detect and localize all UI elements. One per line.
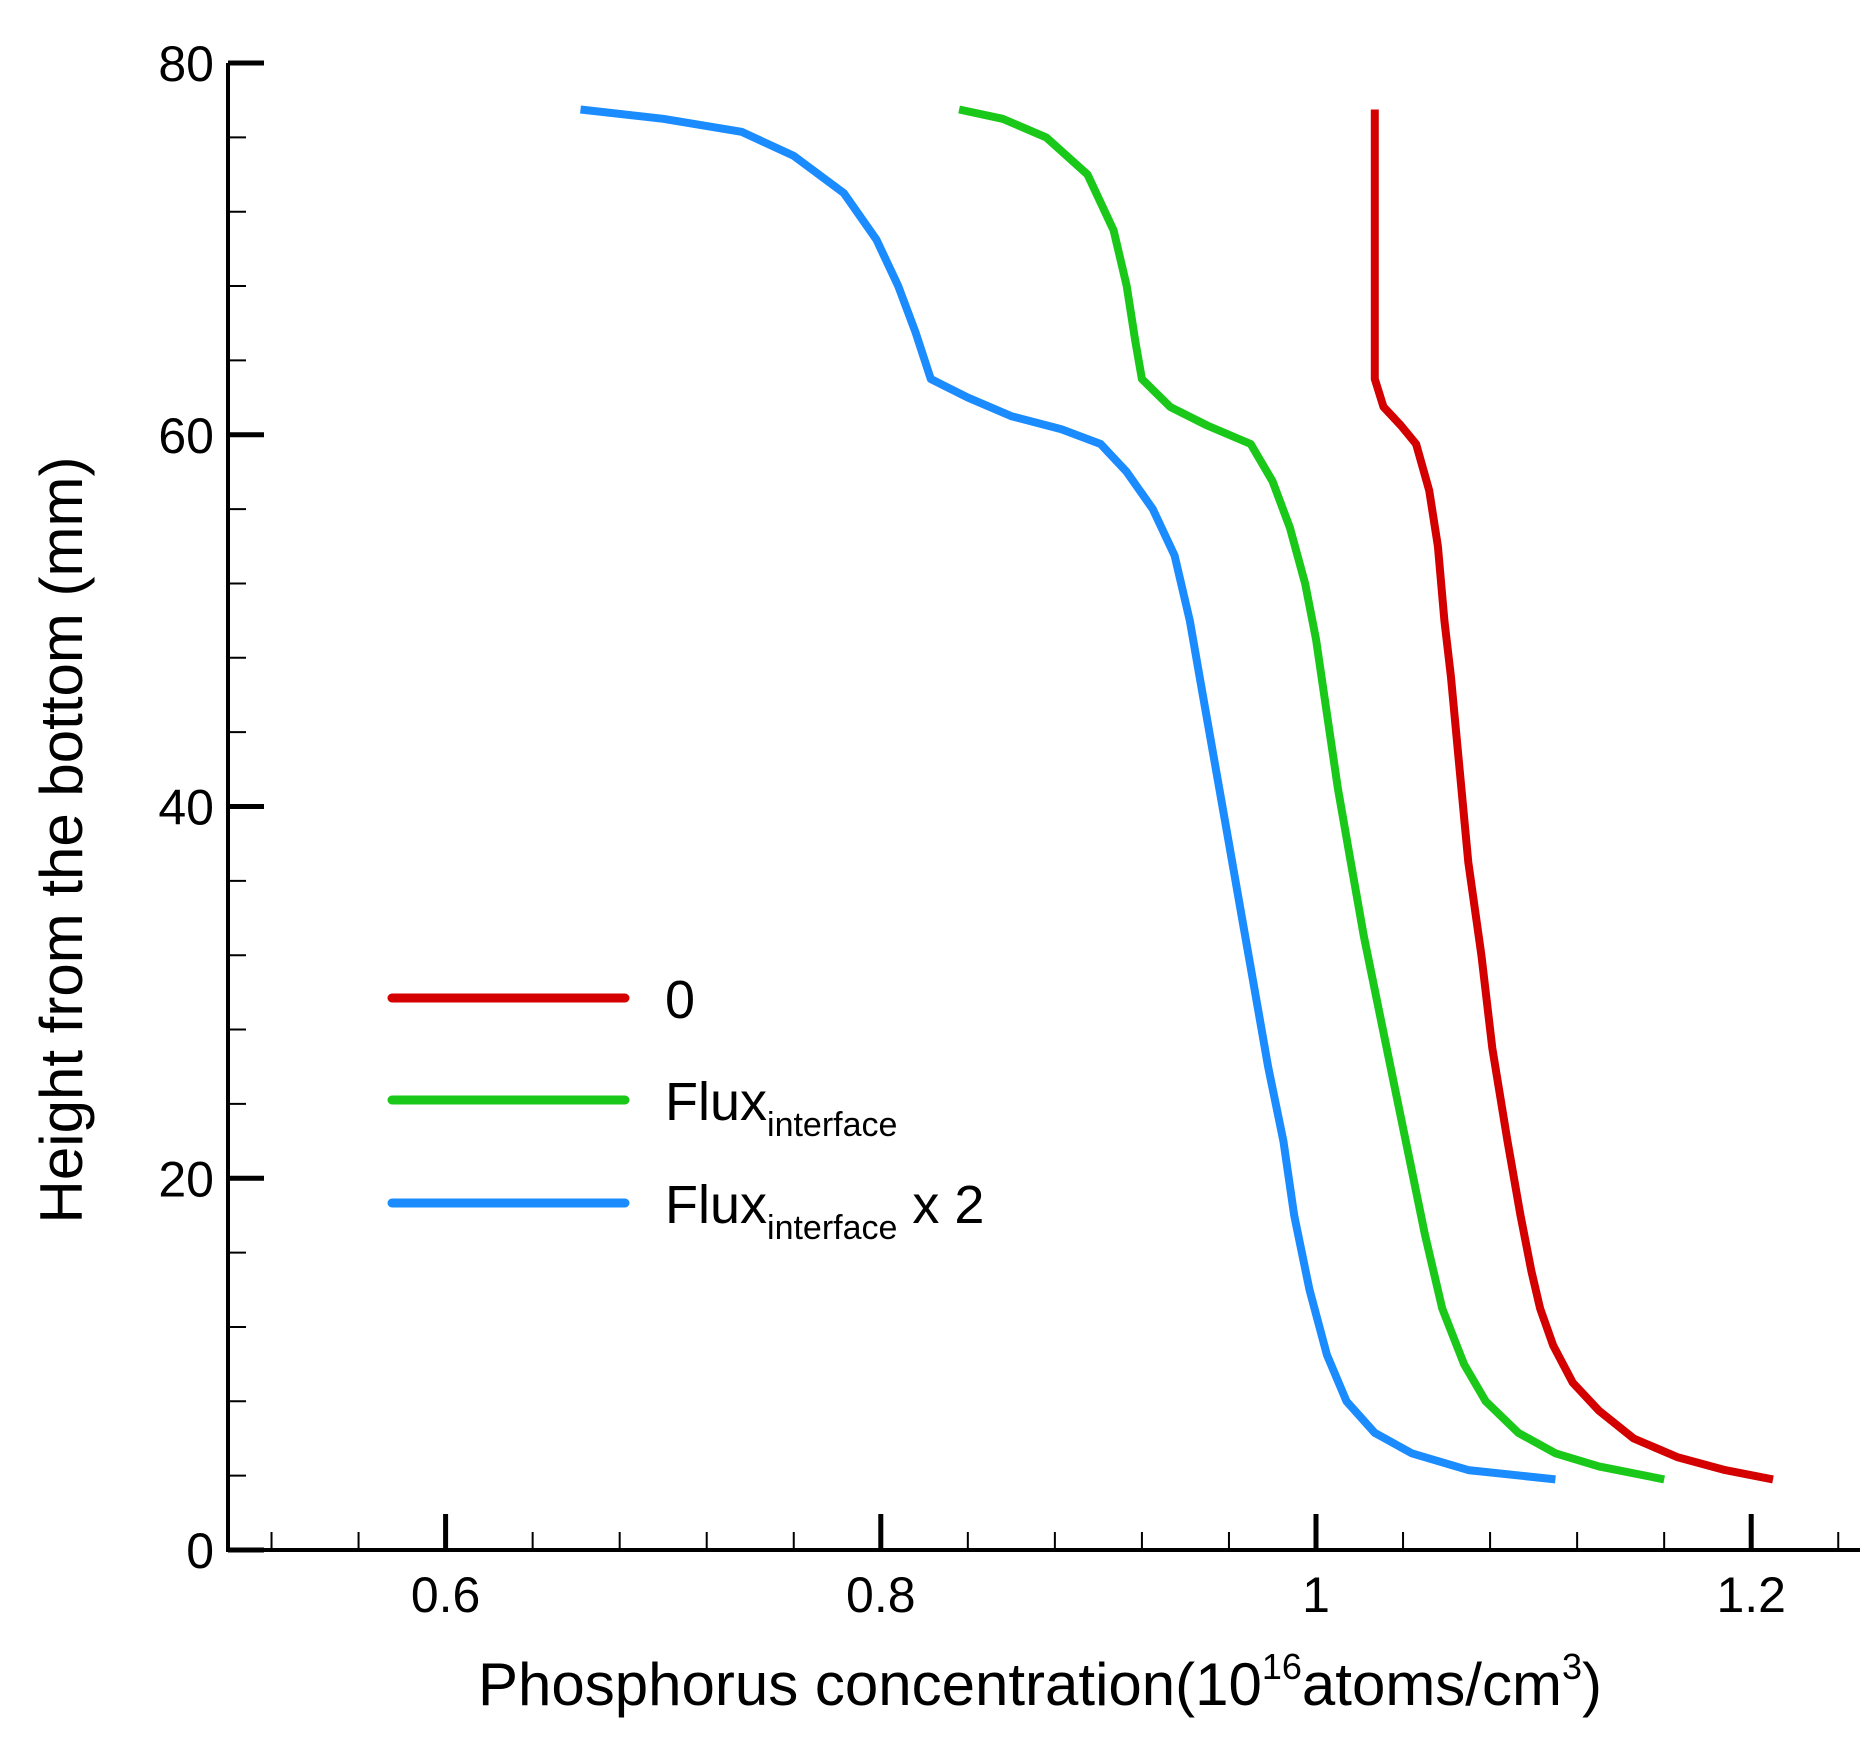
x-axis-title: Phosphorus concentration(1016atoms/cm3) <box>478 1646 1602 1718</box>
y-tick-label: 0 <box>186 1523 214 1579</box>
y-tick-label: 60 <box>158 408 214 464</box>
x-axis-title-sup2: 3 <box>1562 1646 1582 1687</box>
x-axis-title-middle: atoms/cm <box>1302 1651 1562 1718</box>
legend-label-3: Fluxinterface x 2 <box>665 1175 984 1247</box>
series-lines <box>580 105 1774 1484</box>
x-tick-label: 1.2 <box>1716 1567 1786 1623</box>
legend-label-suffix: x 2 <box>897 1175 984 1235</box>
legend-label-subscript: interface <box>767 1209 897 1247</box>
legend-label-main: 0 <box>665 970 695 1030</box>
x-tick-label: 0.6 <box>411 1567 481 1623</box>
series-line-3 <box>580 105 1556 1484</box>
legend-label-main: Flux <box>665 1175 767 1235</box>
y-tick-label: 80 <box>158 36 214 92</box>
x-tick-label: 1 <box>1302 1567 1330 1623</box>
y-axis-title: Height from the bottom (mm) <box>28 457 95 1224</box>
legend-label-2: Fluxinterface <box>665 1072 897 1144</box>
series-line-1 <box>1370 109 1774 1484</box>
x-axis-title-prefix: Phosphorus concentration(10 <box>478 1651 1262 1718</box>
legend-label-1: 0 <box>665 970 695 1030</box>
minor-ticks <box>228 136 1840 1550</box>
major-ticks <box>228 60 1754 1553</box>
x-axis-title-sup1: 16 <box>1262 1646 1302 1687</box>
y-tick-label: 40 <box>158 780 214 836</box>
x-tick-label: 0.8 <box>846 1567 916 1623</box>
x-axis-title-suffix: ) <box>1582 1651 1602 1718</box>
series-line-2 <box>958 105 1665 1484</box>
tick-labels: 0.6 0.8 1 1.2 0 20 40 60 80 <box>158 36 1786 1623</box>
legend-label-main: Flux <box>665 1072 767 1132</box>
legend-label-subscript: interface <box>767 1106 897 1144</box>
y-tick-label: 20 <box>158 1151 214 1207</box>
